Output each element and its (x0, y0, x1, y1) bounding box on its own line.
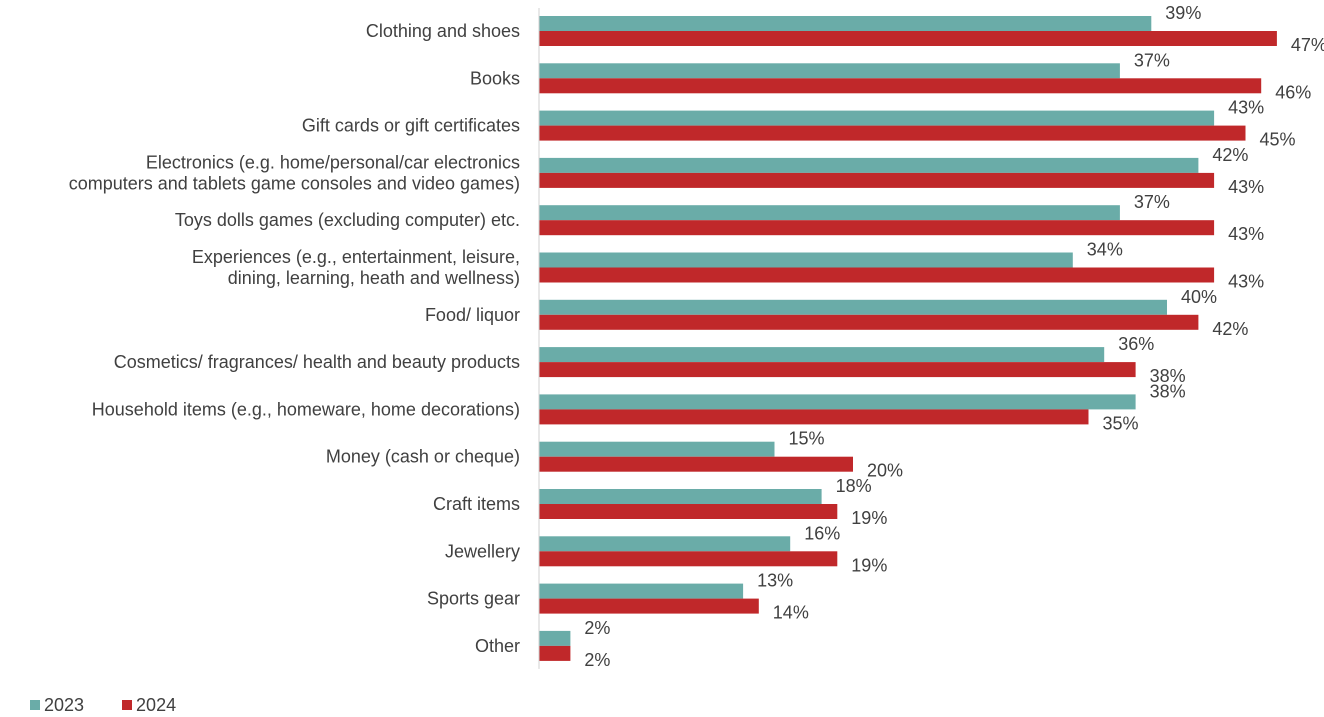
bar-2023 (539, 299, 1167, 315)
bar-2023 (539, 441, 775, 457)
data-label-2024: 38% (1150, 366, 1186, 386)
category-label-line: Household items (e.g., homeware, home de… (92, 399, 520, 419)
legend-swatch-2024 (122, 700, 133, 710)
data-label-2024: 2% (584, 650, 610, 670)
legend-swatch-2023 (30, 700, 40, 710)
category-label-line: Food/ liquor (425, 305, 520, 325)
bar-2023 (539, 16, 1152, 31)
category-label: Books (470, 68, 520, 88)
data-label-2024: 46% (1275, 82, 1311, 102)
category-label-line: Cosmetics/ fragrances/ health and beauty… (114, 352, 520, 372)
data-label-2023: 16% (804, 523, 840, 543)
category-label-line: Craft items (433, 494, 520, 514)
category-label-line: Clothing and shoes (366, 21, 520, 41)
data-label-2024: 20% (867, 461, 903, 481)
data-label-2023: 38% (1150, 381, 1186, 401)
bar-2024 (539, 220, 1215, 236)
bar-2023 (539, 63, 1120, 79)
category-label: Gift cards or gift certificates (302, 116, 520, 136)
bar-2024 (539, 598, 759, 614)
category-label-line: Electronics (e.g. home/personal/car elec… (146, 152, 520, 172)
bar-2024 (539, 504, 838, 519)
data-label-2023: 2% (584, 618, 610, 638)
bar-2023 (539, 157, 1199, 173)
data-label-2023: 42% (1212, 145, 1248, 165)
data-label-2024: 43% (1228, 177, 1264, 197)
data-label-2023: 36% (1118, 334, 1154, 354)
bar-2024 (539, 409, 1089, 425)
category-label-line: Gift cards or gift certificates (302, 116, 520, 136)
data-label-2023: 15% (789, 429, 825, 449)
category-label: Household items (e.g., homeware, home de… (92, 399, 520, 419)
bar-2024 (539, 645, 571, 661)
category-label-line: Jewellery (445, 541, 520, 561)
legend: 2023 2024 (30, 694, 214, 716)
bar-2023 (539, 630, 571, 646)
category-label: Clothing and shoes (366, 21, 520, 41)
category-label: Cosmetics/ fragrances/ health and beauty… (114, 352, 520, 372)
data-label-2024: 35% (1103, 413, 1139, 433)
data-label-2023: 40% (1181, 287, 1217, 307)
bar-2023 (539, 394, 1136, 410)
bar-2024 (539, 267, 1215, 283)
data-label-2024: 19% (851, 508, 887, 528)
category-label-line: Money (cash or cheque) (326, 447, 520, 467)
bar-2024 (539, 456, 853, 472)
legend-label-2023: 2023 (44, 694, 85, 715)
data-label-2023: 37% (1134, 50, 1170, 70)
category-label-line: computers and tablets game consoles and … (69, 173, 520, 193)
category-label-line: Sports gear (427, 589, 520, 609)
bar-2023 (539, 583, 744, 599)
data-label-2024: 19% (851, 555, 887, 575)
data-label-2023: 34% (1087, 240, 1123, 260)
bar-2024 (539, 31, 1277, 46)
data-label-2024: 42% (1212, 319, 1248, 339)
category-label: Food/ liquor (425, 305, 520, 325)
bar-2024 (539, 314, 1199, 330)
data-label-2024: 14% (773, 603, 809, 623)
bar-2024 (539, 551, 838, 567)
bar-2024 (539, 125, 1246, 141)
category-label-line: Other (475, 636, 520, 656)
bar-2023 (539, 205, 1120, 221)
bar-2024 (539, 362, 1136, 378)
data-label-2024: 43% (1228, 272, 1264, 292)
category-label: Experiences (e.g., entertainment, leisur… (192, 247, 520, 288)
bar-2024 (539, 172, 1215, 188)
legend-item-2023: 2023 (30, 695, 84, 716)
category-label: Sports gear (427, 589, 520, 609)
category-label-line: Books (470, 68, 520, 88)
data-label-2024: 43% (1228, 224, 1264, 244)
category-label: Jewellery (445, 541, 520, 561)
data-label-2023: 43% (1228, 98, 1264, 118)
bar-2024 (539, 78, 1262, 94)
data-label-2023: 13% (757, 571, 793, 591)
data-label-2023: 37% (1134, 192, 1170, 212)
data-label-2024: 47% (1291, 35, 1324, 55)
category-label: Toys dolls games (excluding computer) et… (175, 210, 520, 230)
category-label: Money (cash or cheque) (326, 447, 520, 467)
bar-2023 (539, 489, 822, 504)
category-label: Electronics (e.g. home/personal/car elec… (69, 152, 520, 193)
bar-2023 (539, 252, 1073, 268)
bar-2023 (539, 347, 1105, 363)
bar-2023 (539, 536, 791, 552)
category-label: Craft items (433, 494, 520, 514)
bar-2023 (539, 110, 1215, 126)
data-label-2023: 39% (1165, 3, 1201, 23)
data-label-2023: 18% (836, 476, 872, 496)
data-label-2024: 45% (1260, 130, 1296, 150)
legend-label-2024: 2024 (136, 694, 177, 715)
category-label-line: Experiences (e.g., entertainment, leisur… (192, 247, 520, 267)
legend-item-2024: 2024 (122, 695, 176, 716)
category-label-line: dining, learning, heath and wellness) (228, 268, 520, 288)
category-label-line: Toys dolls games (excluding computer) et… (175, 210, 520, 230)
category-label: Other (475, 636, 520, 656)
